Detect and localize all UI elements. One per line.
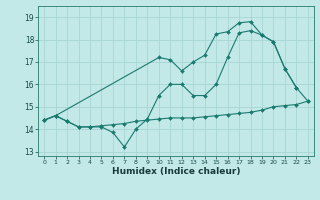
X-axis label: Humidex (Indice chaleur): Humidex (Indice chaleur) <box>112 167 240 176</box>
